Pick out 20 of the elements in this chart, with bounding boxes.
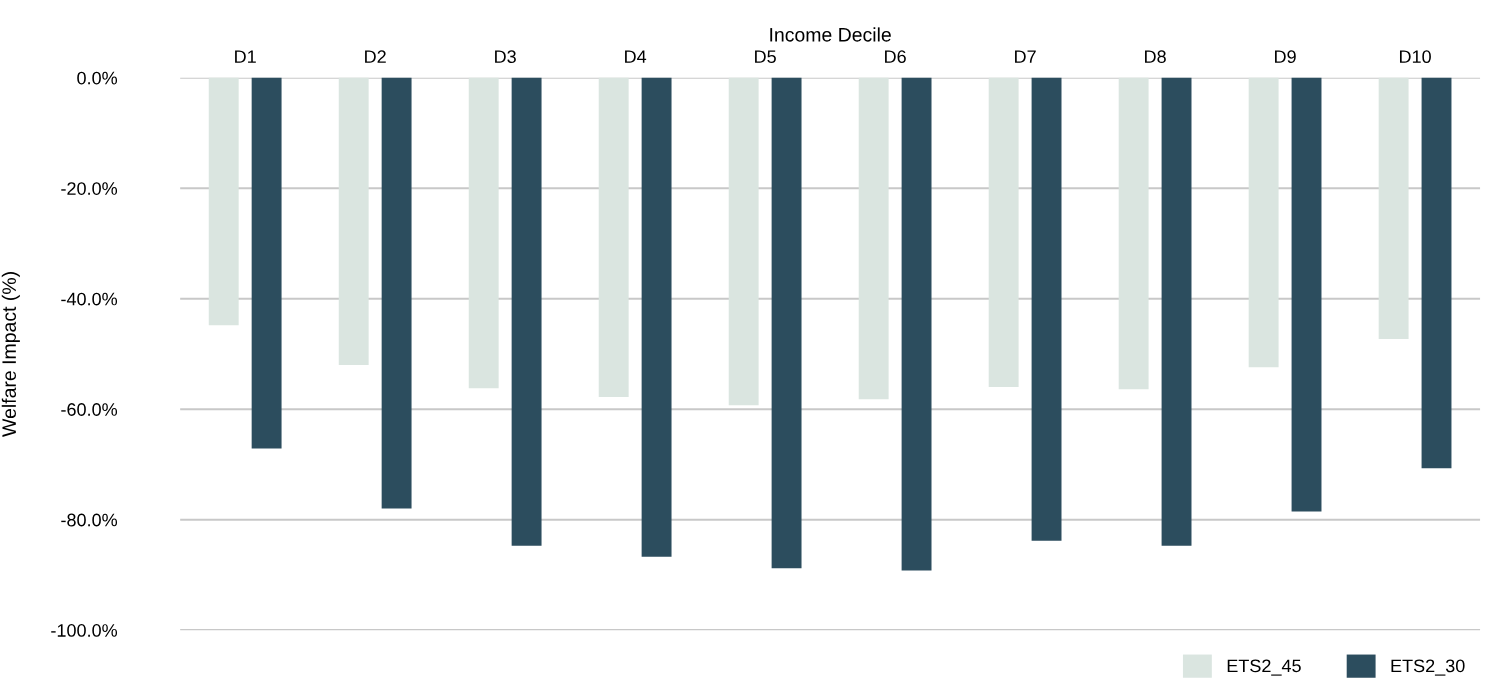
y-tick-label: -20.0% (61, 182, 118, 195)
x-tick-label: D9 (1275, 50, 1296, 64)
x-tick-label: D8 (1145, 50, 1166, 64)
legend-label: ETS2_45 (1227, 659, 1301, 676)
y-tick-label: -100.0% (51, 624, 118, 637)
x-tick-label: D10 (1399, 50, 1431, 64)
y-axis-title: Welfare Impact (%) (1, 272, 20, 437)
y-tick-label: 0.0% (77, 71, 118, 85)
y-tick-label: -80.0% (61, 513, 118, 527)
x-tick-label: D5 (755, 50, 776, 64)
x-tick-label: D7 (1015, 50, 1036, 63)
y-tick-label: -40.0% (61, 292, 118, 306)
x-tick-label: D4 (625, 50, 647, 63)
y-tick-label: -60.0% (61, 403, 118, 416)
x-axis-title: Income Decile (770, 27, 891, 42)
legend-label: ETS2_30 (1391, 659, 1465, 676)
x-tick-label: D3 (495, 50, 516, 64)
x-tick-label: D6 (885, 50, 906, 64)
x-tick-label: D1 (235, 50, 256, 63)
x-tick-label: D2 (365, 50, 386, 63)
